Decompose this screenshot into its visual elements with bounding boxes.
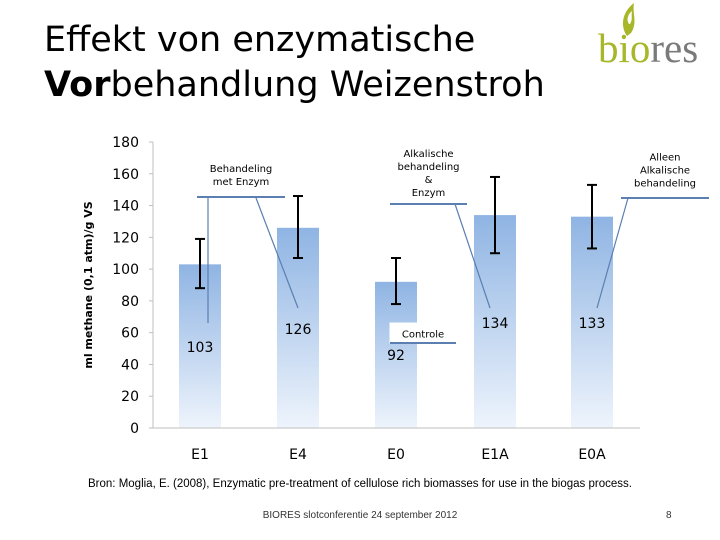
- leaf-icon: [622, 3, 635, 36]
- bar-E0A: [571, 216, 613, 428]
- title-bold-prefix: Vor: [44, 65, 111, 105]
- callout-text-line: Behandeling: [210, 164, 273, 175]
- callout-pointer: [596, 197, 629, 309]
- logo-grey-part: res: [650, 25, 699, 71]
- data-label-E4: 126: [285, 322, 312, 338]
- data-label-E1: 103: [187, 340, 214, 356]
- bar-E1: [179, 264, 221, 428]
- callout-text-line: Alleen: [649, 153, 680, 164]
- callout-text-line: Enzym: [412, 188, 446, 199]
- y-tick-label: 100: [112, 262, 139, 278]
- callout-text-line: met Enzym: [213, 177, 270, 188]
- y-tick-label: 40: [121, 357, 139, 373]
- x-tick-label-E4: E4: [289, 447, 307, 463]
- y-tick-label: 160: [112, 167, 139, 183]
- biores-logo: biores: [598, 0, 720, 75]
- callout-pointer: [255, 197, 299, 309]
- callout-text-line: behandeling: [397, 162, 459, 173]
- slide-title: Effekt von enzymatische Vorbehandlung We…: [44, 18, 584, 108]
- x-tick-label-E1A: E1A: [481, 447, 509, 463]
- y-axis-title: ml methane (0,1 atm)/g VS: [82, 201, 95, 368]
- y-tick-label: 120: [112, 230, 139, 246]
- title-line-2: Vorbehandlung Weizenstroh: [44, 63, 584, 108]
- y-tick-label: 180: [112, 135, 139, 151]
- y-tick-label: 60: [121, 326, 139, 342]
- callout-text-line: behandeling: [634, 179, 696, 190]
- x-tick-label-E0: E0: [387, 447, 405, 463]
- x-tick-label-E0A: E0A: [578, 447, 606, 463]
- x-tick-label-E1: E1: [191, 447, 209, 463]
- logo-green-part: bio: [598, 25, 651, 71]
- callout-pointer: [454, 203, 491, 309]
- title-line-1: Effekt von enzymatische: [44, 20, 476, 60]
- data-label-E1A: 134: [482, 316, 509, 332]
- y-tick-label: 0: [130, 421, 139, 437]
- page-number: 8: [666, 510, 672, 521]
- source-citation: Bron: Moglia, E. (2008), Enzymatic pre-t…: [88, 478, 632, 490]
- callout-text-line: Alkalische: [403, 149, 453, 160]
- y-tick-label: 80: [121, 294, 139, 310]
- y-tick-label: 140: [112, 199, 139, 215]
- callout-box: [620, 139, 710, 199]
- bar-E0: [375, 281, 417, 428]
- footer-text: BIORES slotconferentie 24 september 2012: [262, 510, 458, 521]
- title-line-2-rest: behandlung Weizenstroh: [110, 65, 545, 105]
- callout-box: [389, 139, 468, 205]
- y-tick-label: 20: [121, 389, 139, 405]
- data-label-E0A: 133: [579, 316, 606, 332]
- logo-wordmark: biores: [598, 24, 698, 72]
- callout-text-line: Alkalische: [640, 166, 690, 177]
- bar-E4: [277, 227, 319, 428]
- callout-text-line: Controle: [402, 330, 444, 341]
- callout-box: [196, 150, 286, 198]
- callout-text-line: &: [425, 175, 433, 186]
- data-label-E0: 92: [387, 348, 405, 364]
